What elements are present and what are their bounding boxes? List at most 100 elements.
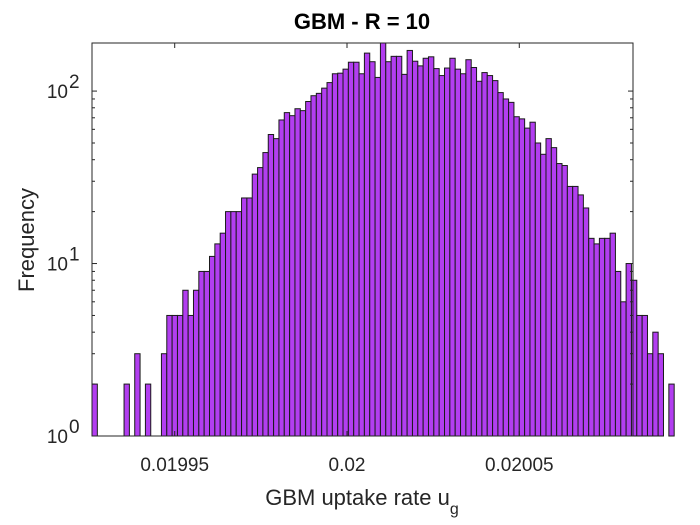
histogram-bar	[508, 101, 515, 437]
histogram-bar	[230, 211, 237, 437]
histogram-bar	[262, 152, 269, 437]
histogram-bar	[251, 173, 259, 437]
histogram-bar	[214, 243, 221, 437]
histogram-bar	[545, 138, 552, 437]
histogram-bar	[492, 80, 499, 437]
y-tick-exponent: 2	[69, 72, 80, 93]
histogram-bar	[529, 121, 536, 437]
histogram-bar	[609, 232, 616, 437]
histogram-bar	[566, 185, 574, 437]
histogram-bar	[561, 165, 568, 437]
histogram-bar	[235, 211, 243, 437]
histogram-bar	[219, 232, 227, 437]
histogram-bar	[385, 61, 392, 437]
histogram-bar	[513, 116, 520, 437]
histogram-bar	[636, 314, 643, 437]
histogram-bar	[203, 270, 211, 437]
histogram-bar	[241, 197, 248, 437]
histogram-bar	[646, 353, 654, 437]
histogram-bar	[321, 87, 328, 437]
x-axis-label-main: GBM uptake rate u	[265, 485, 450, 510]
histogram-bar	[614, 270, 622, 437]
x-tick-label: 0.02005	[485, 455, 554, 476]
histogram-bar	[395, 55, 403, 437]
histogram-bar	[176, 314, 184, 437]
histogram-bar	[422, 57, 429, 437]
histogram-bar	[347, 61, 355, 437]
x-axis-label: GBM uptake rate ug	[265, 485, 459, 518]
histogram-bar	[123, 383, 130, 437]
histogram-bar	[187, 314, 194, 437]
histogram-bar	[438, 75, 446, 437]
histogram-bar	[486, 75, 494, 437]
histogram-bar	[337, 72, 344, 437]
histogram-bar	[331, 73, 339, 437]
histogram-bar	[502, 98, 510, 437]
y-tick-exponent: 0	[69, 417, 80, 438]
histogram-bar	[209, 255, 216, 437]
histogram-bar	[460, 73, 467, 437]
histogram-bar	[588, 237, 595, 437]
histogram-bar	[134, 353, 141, 437]
histogram-bar	[225, 211, 232, 437]
axes-frame	[91, 42, 634, 437]
histogram-bar	[273, 138, 280, 437]
histogram-bar	[630, 279, 638, 437]
histogram-bar	[518, 118, 526, 437]
histogram-bar	[465, 59, 472, 437]
histogram-bar	[444, 67, 451, 437]
histogram-bar	[342, 68, 349, 437]
histogram-bar	[540, 153, 547, 437]
histogram-bar	[198, 270, 205, 437]
histogram-bar	[294, 108, 301, 437]
histogram-bar	[582, 207, 590, 437]
histogram-bar	[598, 237, 606, 437]
histogram-bar	[411, 60, 419, 437]
histogram-bar	[166, 314, 173, 437]
histogram-bar	[406, 49, 413, 437]
histogram-bar	[310, 95, 317, 437]
histogram-bar	[379, 42, 387, 437]
histogram-bar	[417, 65, 424, 437]
histogram-bar	[144, 383, 152, 437]
histogram-bar	[401, 73, 408, 437]
histogram-bar	[91, 383, 98, 437]
y-axis-label: Frequency	[14, 188, 39, 292]
y-tick-label: 10	[47, 82, 68, 103]
histogram-bar	[390, 55, 397, 437]
histogram-bar	[657, 353, 664, 437]
y-tick-label: 10	[47, 427, 68, 448]
histogram-bar	[652, 331, 659, 437]
x-tick-label: 0.01995	[140, 455, 209, 476]
histogram-bar	[620, 301, 627, 437]
histogram-bar	[160, 353, 168, 437]
y-tick-exponent: 1	[69, 245, 80, 266]
x-tick-label: 0.02	[329, 455, 366, 476]
histogram-bar	[577, 194, 584, 437]
x-axis-label-subscript: g	[450, 501, 459, 518]
histogram-bar	[427, 56, 435, 437]
histogram-bar	[299, 110, 307, 437]
histogram-bar	[433, 68, 440, 437]
histogram-bar	[192, 289, 200, 437]
histogram-bar	[572, 185, 579, 437]
histogram-bar	[449, 57, 456, 437]
histogram-bar	[524, 127, 531, 437]
histogram-bar	[267, 134, 275, 437]
histogram-bar	[454, 68, 462, 437]
histogram-bar	[481, 72, 488, 437]
y-tick-label: 10	[47, 255, 68, 276]
histogram-bar	[358, 73, 365, 437]
histogram-bar	[593, 243, 600, 437]
histogram-bar	[374, 76, 381, 437]
histogram-bar	[315, 92, 323, 437]
histogram-bar	[182, 289, 189, 437]
histogram-bar	[470, 67, 478, 437]
histogram-bar	[625, 263, 632, 437]
histogram-bar	[171, 314, 178, 437]
histogram-bar	[257, 167, 264, 437]
histogram-bar	[278, 119, 285, 437]
histogram-bar	[668, 383, 675, 437]
histogram-bar	[604, 237, 611, 437]
